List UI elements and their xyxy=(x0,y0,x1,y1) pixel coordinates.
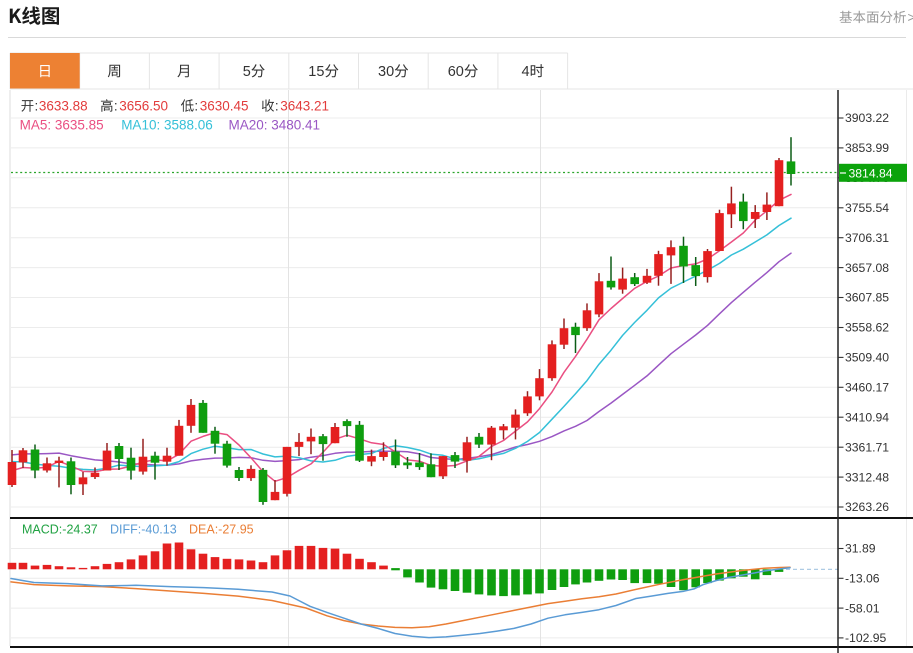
svg-text:3312.48: 3312.48 xyxy=(845,470,889,484)
svg-text:31.89: 31.89 xyxy=(845,542,876,556)
svg-text:4: 4 xyxy=(522,64,530,80)
svg-text:3361.71: 3361.71 xyxy=(845,440,889,454)
svg-text:DIFF:-40.13: DIFF:-40.13 xyxy=(110,523,177,537)
svg-text:3263.26: 3263.26 xyxy=(845,500,889,514)
svg-text:MA20: 3480.41: MA20: 3480.41 xyxy=(229,117,321,132)
svg-text:MA10: 3588.06: MA10: 3588.06 xyxy=(121,117,213,132)
svg-text::: : xyxy=(275,99,279,114)
svg-text:3509.40: 3509.40 xyxy=(845,351,889,365)
svg-text:3706.31: 3706.31 xyxy=(845,231,889,245)
svg-text:5: 5 xyxy=(243,64,251,80)
svg-text:3460.17: 3460.17 xyxy=(845,381,889,395)
svg-text:60: 60 xyxy=(448,64,464,80)
svg-text:3814.84: 3814.84 xyxy=(849,166,893,180)
svg-text:3853.99: 3853.99 xyxy=(845,141,889,155)
svg-text:-13.06: -13.06 xyxy=(845,572,880,586)
svg-text:3755.54: 3755.54 xyxy=(845,201,889,215)
svg-text:3410.94: 3410.94 xyxy=(845,410,889,424)
svg-text::: : xyxy=(194,99,198,114)
svg-text:3903.22: 3903.22 xyxy=(845,111,889,125)
svg-text:MA5: 3635.85: MA5: 3635.85 xyxy=(20,117,104,132)
svg-text:3657.08: 3657.08 xyxy=(845,261,889,275)
svg-text::: : xyxy=(114,99,118,114)
svg-text:3656.50: 3656.50 xyxy=(119,99,168,114)
svg-text::: : xyxy=(35,99,39,114)
svg-text:3558.62: 3558.62 xyxy=(845,321,889,335)
svg-text:>: > xyxy=(908,10,913,25)
svg-text:DEA:-27.95: DEA:-27.95 xyxy=(189,523,254,537)
svg-text:3633.88: 3633.88 xyxy=(39,99,88,114)
svg-text:3643.21: 3643.21 xyxy=(280,99,329,114)
svg-text:3630.45: 3630.45 xyxy=(200,99,249,114)
svg-text:MACD:-24.37: MACD:-24.37 xyxy=(22,523,98,537)
svg-text:-58.01: -58.01 xyxy=(845,601,880,615)
svg-text:30: 30 xyxy=(378,64,394,80)
svg-text:-102.95: -102.95 xyxy=(845,631,887,645)
svg-text:3607.85: 3607.85 xyxy=(845,291,889,305)
svg-text:15: 15 xyxy=(308,64,324,80)
